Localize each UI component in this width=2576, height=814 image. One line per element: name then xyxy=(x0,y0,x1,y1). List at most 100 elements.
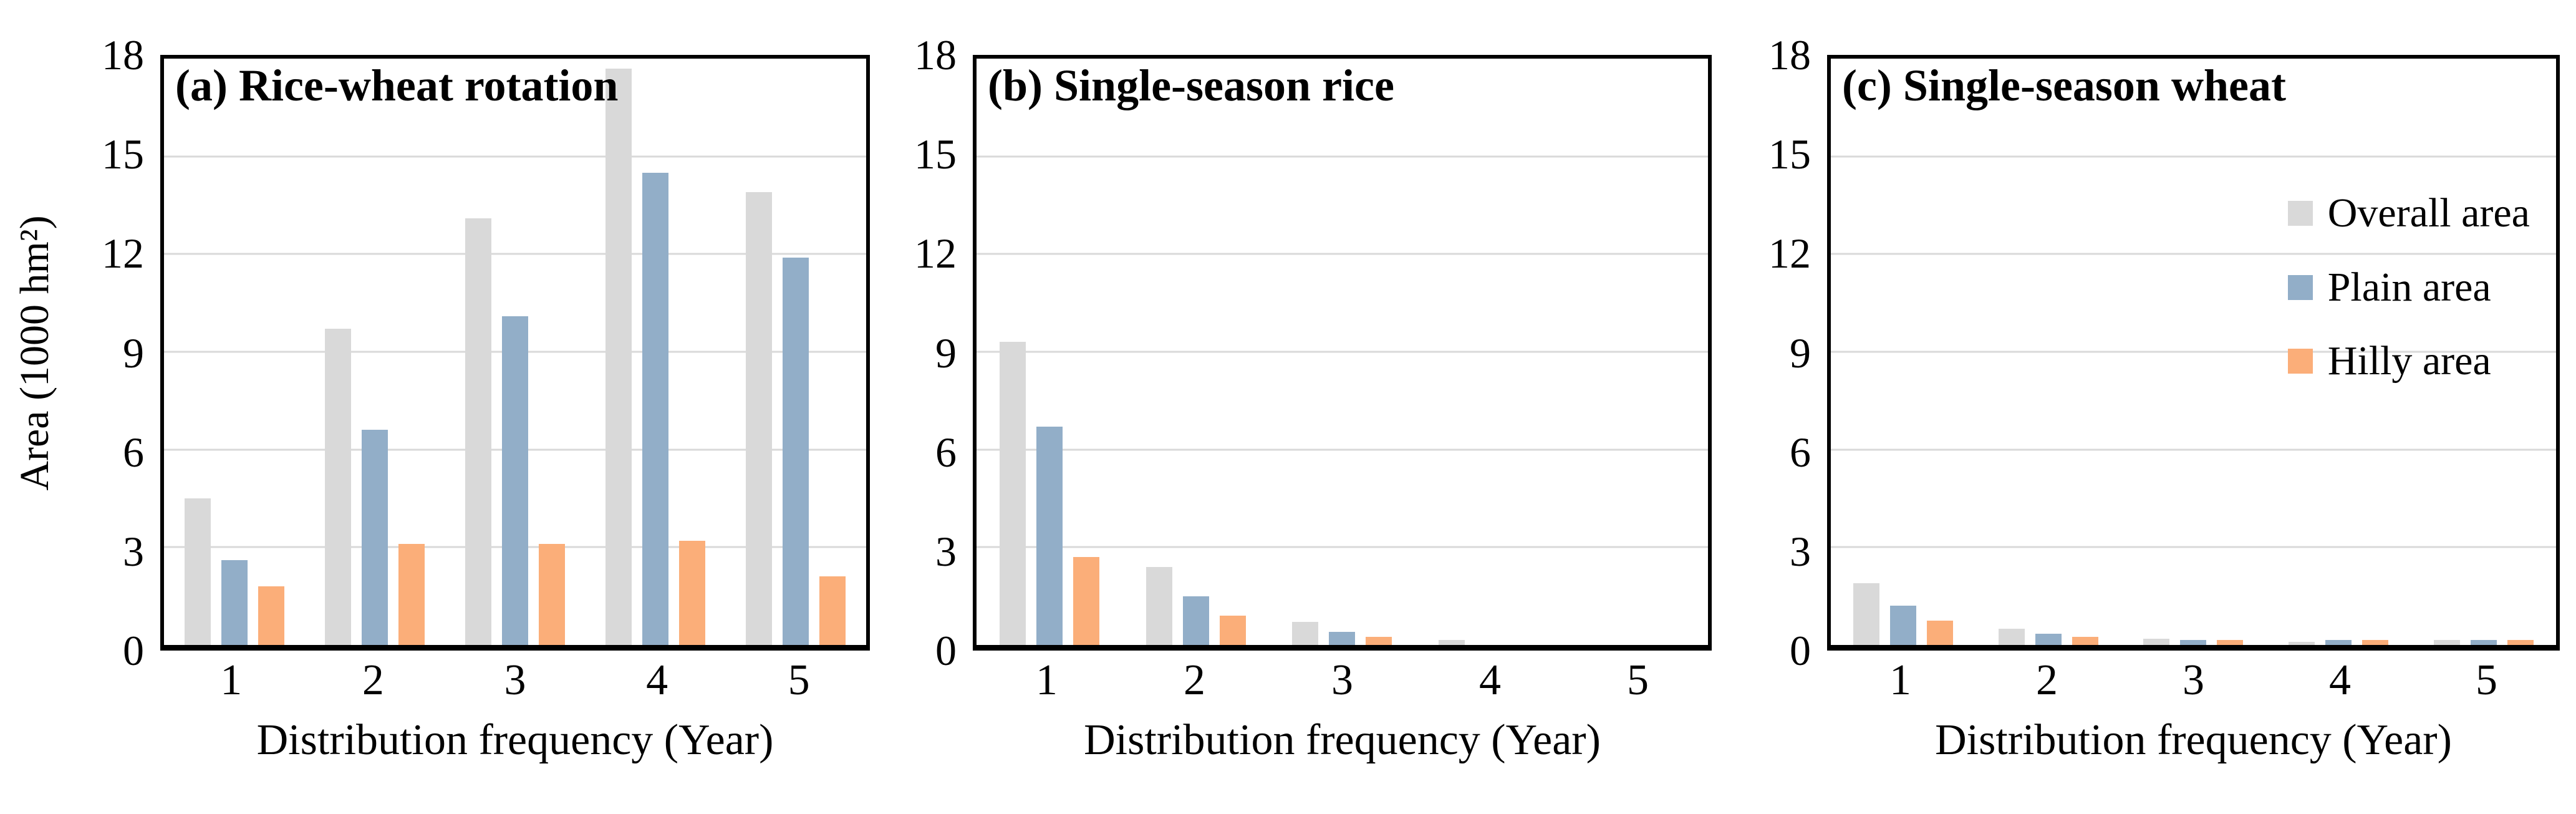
x-tick-label-3: 3 xyxy=(2183,656,2204,704)
y-axis-title: Area (1000 hm²) xyxy=(0,55,70,651)
bar-overall-freq-5 xyxy=(2433,640,2460,645)
legend-swatch-plain xyxy=(2287,274,2313,300)
panel-title-b: (b) Single-season rice xyxy=(988,61,1394,110)
gridlines xyxy=(977,59,1708,645)
x-axis-title-a: Distribution frequency (Year) xyxy=(256,716,774,764)
bar-overall-freq-2 xyxy=(1146,566,1172,645)
gridline-6 xyxy=(977,448,1708,451)
bar-hilly-freq-1 xyxy=(258,586,284,645)
bar-group-freq-3 xyxy=(2121,59,2266,645)
y-tick-label-6: 6 xyxy=(1790,428,1811,476)
x-tick-label-5: 5 xyxy=(788,656,810,704)
legend: Overall area Plain area Hilly area xyxy=(2287,190,2530,384)
panel-single-season-wheat: 0 3 6 9 12 15 18 (c) Single-season wheat Overa… xyxy=(1712,0,2576,814)
gridline-3 xyxy=(1831,546,2556,548)
bar-hilly-freq-3 xyxy=(539,544,565,645)
bar-group-freq-4 xyxy=(1416,59,1562,645)
legend-swatch-overall xyxy=(2287,201,2313,226)
y-tick-label-3: 3 xyxy=(123,527,144,575)
y-axis-title-text: Area (1000 hm²) xyxy=(12,215,57,491)
y-tick-label-0: 0 xyxy=(1790,627,1811,674)
bar-group-freq-2 xyxy=(304,59,445,645)
y-tick-label-18: 18 xyxy=(1768,31,1811,79)
legend-label-hilly: Hilly area xyxy=(2327,338,2491,384)
y-tick-label-9: 9 xyxy=(123,329,144,377)
y-axis-ticks: 0 3 6 9 12 15 18 xyxy=(70,34,160,672)
bar-hilly-freq-3 xyxy=(1366,636,1392,645)
gridline-12 xyxy=(1831,253,2556,255)
gridline-15 xyxy=(1831,155,2556,158)
bar-group-freq-5 xyxy=(2411,59,2556,645)
bar-group-freq-3 xyxy=(445,59,585,645)
gridline-9 xyxy=(977,351,1708,353)
y-tick-label-18: 18 xyxy=(102,31,144,79)
bar-hilly-freq-1 xyxy=(1073,557,1100,645)
y-tick-label-9: 9 xyxy=(935,329,957,377)
plot-area-b: (b) Single-season rice xyxy=(973,55,1712,651)
plot-area-a: (a) Rice-wheat rotation xyxy=(160,55,870,651)
x-tick-label-4: 4 xyxy=(2329,656,2351,704)
x-tick-label-1: 1 xyxy=(1889,656,1911,704)
bar-plain-freq-3 xyxy=(2180,640,2207,645)
x-axis-ticks: 1 2 3 4 5 xyxy=(160,651,870,710)
x-axis-ticks: 1 2 3 4 5 xyxy=(973,651,1712,710)
bar-hilly-freq-5 xyxy=(2507,640,2534,645)
legend-item-overall: Overall area xyxy=(2287,190,2530,236)
x-tick-label-5: 5 xyxy=(2476,656,2497,704)
gridline-3 xyxy=(977,546,1708,548)
bar-group-freq-1 xyxy=(977,59,1123,645)
bar-hilly-freq-2 xyxy=(2072,636,2098,645)
y-tick-label-15: 15 xyxy=(914,130,957,178)
y-tick-label-9: 9 xyxy=(1790,329,1811,377)
gridline-6 xyxy=(1831,448,2556,451)
y-tick-label-6: 6 xyxy=(123,428,144,476)
bar-overall-freq-2 xyxy=(1998,628,2025,645)
gridline-12 xyxy=(164,253,866,255)
bar-overall-freq-1 xyxy=(1000,342,1026,645)
bar-plain-freq-5 xyxy=(2470,640,2497,645)
x-axis-ticks: 1 2 3 4 5 xyxy=(1827,651,2560,710)
gridline-9 xyxy=(1831,351,2556,353)
y-tick-label-0: 0 xyxy=(935,627,957,674)
panel-rice-wheat-rotation: Area (1000 hm²) 0 3 6 9 12 15 18 (a) Rice-whea… xyxy=(0,0,870,814)
gridline-15 xyxy=(977,155,1708,158)
bar-group-freq-1 xyxy=(1831,59,1976,645)
legend-item-hilly: Hilly area xyxy=(2287,338,2530,384)
x-tick-label-5: 5 xyxy=(1627,656,1649,704)
bar-hilly-freq-4 xyxy=(2362,640,2389,645)
bars-container xyxy=(1831,59,2556,645)
y-tick-label-3: 3 xyxy=(935,527,957,575)
bar-hilly-freq-2 xyxy=(398,544,425,645)
bar-group-freq-4 xyxy=(586,59,726,645)
legend-label-plain: Plain area xyxy=(2327,264,2491,310)
bar-plain-freq-4 xyxy=(642,172,669,645)
y-tick-label-18: 18 xyxy=(914,31,957,79)
legend-swatch-hilly xyxy=(2287,349,2313,374)
bars-container xyxy=(164,59,866,645)
bar-hilly-freq-3 xyxy=(2217,640,2244,645)
y-tick-label-15: 15 xyxy=(102,130,144,178)
bar-plain-freq-1 xyxy=(221,560,248,645)
legend-item-plain: Plain area xyxy=(2287,264,2530,311)
y-tick-label-0: 0 xyxy=(123,627,144,674)
x-tick-label-4: 4 xyxy=(646,656,668,704)
bars-container xyxy=(977,59,1708,645)
bar-plain-freq-3 xyxy=(502,316,528,645)
bar-overall-freq-4 xyxy=(605,68,632,645)
gridline-15 xyxy=(164,155,866,158)
bar-group-freq-2 xyxy=(1123,59,1270,645)
bar-plain-freq-3 xyxy=(1329,632,1356,645)
x-tick-label-2: 2 xyxy=(1184,656,1205,704)
bar-group-freq-4 xyxy=(2266,59,2411,645)
bar-overall-freq-3 xyxy=(2143,638,2170,645)
bar-hilly-freq-2 xyxy=(1219,616,1246,645)
bar-overall-freq-4 xyxy=(2289,641,2315,645)
bar-plain-freq-5 xyxy=(783,257,809,645)
x-axis-title-c: Distribution frequency (Year) xyxy=(1935,716,2452,764)
bar-group-freq-5 xyxy=(1561,59,1708,645)
y-tick-label-12: 12 xyxy=(102,230,144,278)
y-tick-label-15: 15 xyxy=(1768,130,1811,178)
bar-group-freq-3 xyxy=(1269,59,1416,645)
bar-group-freq-5 xyxy=(726,59,866,645)
bar-plain-freq-2 xyxy=(361,430,388,645)
